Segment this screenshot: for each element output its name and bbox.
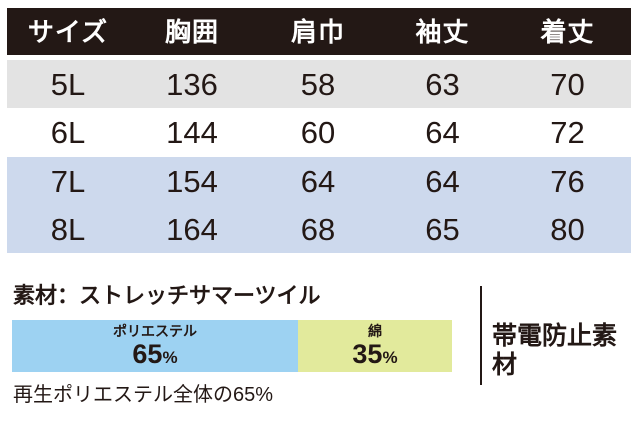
header-length: 着丈 xyxy=(540,16,595,47)
composition-segment-cotton: 綿 35% xyxy=(298,320,452,372)
cell-shoulder: 58 xyxy=(300,66,336,102)
cell-size: 5L xyxy=(50,66,86,102)
cell-sleeve: 65 xyxy=(425,211,460,247)
cell-chest: 136 xyxy=(166,66,218,102)
cell-length: 72 xyxy=(550,115,585,150)
composition-bar: ポリエステル 65% 綿 35% xyxy=(12,320,452,372)
cell-length: 70 xyxy=(550,66,585,102)
segment-name: 綿 xyxy=(368,323,382,340)
cell-shoulder: 64 xyxy=(300,163,336,199)
table-row: 5L 136 58 63 70 xyxy=(7,60,631,108)
table-row: 7L 154 64 64 76 xyxy=(7,157,631,205)
large-size-highlight-panel xyxy=(7,157,631,253)
header-size: サイズ xyxy=(27,16,109,47)
cell-size: 8L xyxy=(50,211,86,247)
antistatic-label: 帯電防止素材 xyxy=(492,322,618,379)
cell-shoulder: 60 xyxy=(300,115,336,150)
recycled-polyester-note: 再生ポリエステル全体の65% xyxy=(13,384,274,406)
table-row: 6L 144 60 64 72 xyxy=(7,108,631,157)
cell-chest: 154 xyxy=(166,163,218,199)
segment-percent: 35% xyxy=(352,338,398,369)
header-shoulder: 肩巾 xyxy=(290,16,345,47)
cell-sleeve: 64 xyxy=(425,115,460,150)
cell-chest: 144 xyxy=(166,115,218,150)
cell-length: 80 xyxy=(550,211,585,247)
header-chest: 胸囲 xyxy=(164,16,219,47)
segment-percent: 65% xyxy=(132,338,178,369)
cell-length: 76 xyxy=(550,163,585,199)
cell-shoulder: 68 xyxy=(300,211,336,247)
cell-chest: 164 xyxy=(166,211,218,247)
header-sleeve: 袖丈 xyxy=(415,16,470,47)
table-row: 8L 164 68 65 80 xyxy=(7,205,631,253)
vertical-divider xyxy=(480,286,482,385)
segment-name: ポリエステル xyxy=(113,323,197,340)
cell-sleeve: 63 xyxy=(425,66,460,102)
material-label: 素材：ストレッチサマーツイル xyxy=(13,283,321,308)
composition-segment-polyester: ポリエステル 65% xyxy=(12,320,298,372)
cell-sleeve: 64 xyxy=(425,163,460,199)
cell-size: 6L xyxy=(50,115,86,150)
table-header-row: サイズ 胸囲 肩巾 袖丈 着丈 xyxy=(7,8,631,55)
cell-size: 7L xyxy=(50,163,86,199)
